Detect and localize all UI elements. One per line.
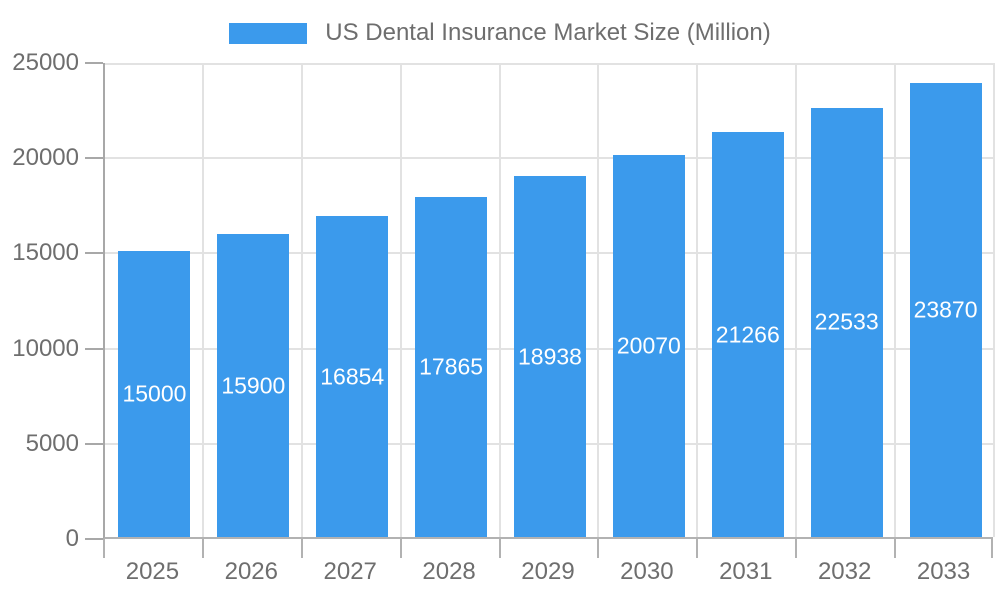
x-tick-label: 2028 bbox=[422, 558, 476, 585]
bar[interactable]: 23870 bbox=[909, 82, 982, 537]
gridline-horizontal bbox=[105, 157, 993, 160]
bar[interactable]: 21266 bbox=[711, 132, 784, 537]
y-axis-tick bbox=[85, 538, 103, 540]
y-axis-tick bbox=[85, 62, 103, 64]
x-tick-label: 2031 bbox=[719, 558, 773, 585]
legend-label: US Dental Insurance Market Size (Million… bbox=[325, 19, 771, 46]
y-axis-tick bbox=[85, 347, 103, 350]
gridline-vertical bbox=[399, 63, 402, 537]
plot-area: 15000 15900 16854 17865 18938 20070 21266 22533… bbox=[103, 63, 995, 539]
x-axis-tick bbox=[991, 539, 993, 558]
gridline-vertical bbox=[201, 63, 204, 537]
x-axis-tick bbox=[300, 539, 303, 558]
y-tick-label: 0 bbox=[65, 525, 79, 552]
bar-value-label: 21266 bbox=[715, 321, 780, 348]
y-tick-label: 5000 bbox=[25, 429, 79, 457]
x-tick-label: 2025 bbox=[125, 558, 180, 585]
x-tick-label: 2029 bbox=[521, 558, 575, 585]
x-tick-label: 2033 bbox=[916, 558, 971, 585]
y-tick-label: 25000 bbox=[12, 49, 79, 76]
bar[interactable]: 22533 bbox=[810, 107, 883, 537]
gridline-vertical bbox=[300, 63, 303, 537]
bar[interactable]: 17865 bbox=[415, 196, 488, 537]
bar[interactable]: 15000 bbox=[118, 251, 191, 537]
bar[interactable]: 20070 bbox=[612, 154, 685, 537]
bar-value-label: 22533 bbox=[814, 308, 879, 335]
gridline-vertical bbox=[498, 63, 501, 537]
x-tick-label: 2032 bbox=[817, 558, 872, 585]
gridline-vertical bbox=[894, 63, 897, 537]
gridline-vertical bbox=[597, 63, 600, 537]
gridline-horizontal bbox=[105, 63, 993, 65]
bar-value-label: 17865 bbox=[419, 353, 484, 380]
x-tick-label: 2027 bbox=[323, 558, 377, 585]
y-tick-label: 20000 bbox=[12, 144, 79, 172]
x-axis-tick bbox=[597, 539, 600, 558]
y-axis-tick bbox=[85, 442, 103, 445]
y-tick-label: 10000 bbox=[12, 334, 79, 362]
y-axis-tick bbox=[85, 157, 103, 160]
y-axis-tick bbox=[85, 252, 103, 255]
y-tick-label: 15000 bbox=[12, 239, 79, 267]
x-axis-tick bbox=[201, 539, 204, 558]
legend-swatch bbox=[229, 22, 308, 44]
x-axis-tick bbox=[498, 539, 501, 558]
bar-value-label: 15900 bbox=[221, 372, 286, 399]
x-axis-tick bbox=[103, 539, 105, 558]
x-axis-tick bbox=[795, 539, 798, 558]
bar-value-label: 18938 bbox=[518, 343, 582, 370]
gridline-vertical bbox=[993, 63, 995, 537]
x-tick-label: 2030 bbox=[620, 558, 674, 585]
legend[interactable]: US Dental Insurance Market Size (Million… bbox=[0, 19, 1000, 47]
bar[interactable]: 18938 bbox=[514, 176, 586, 537]
gridline-vertical bbox=[795, 63, 798, 537]
bar-value-label: 16854 bbox=[320, 363, 385, 390]
x-axis-tick bbox=[399, 539, 402, 558]
bar[interactable]: 15900 bbox=[217, 234, 290, 537]
x-tick-label: 2026 bbox=[224, 558, 278, 585]
gridline-vertical bbox=[696, 63, 699, 537]
x-axis-tick bbox=[696, 539, 699, 558]
bar[interactable]: 16854 bbox=[316, 216, 389, 537]
bar-value-label: 20070 bbox=[616, 332, 681, 359]
bar-value-label: 23870 bbox=[913, 296, 978, 323]
x-axis-tick bbox=[894, 539, 897, 558]
bar-value-label: 15000 bbox=[122, 380, 187, 407]
